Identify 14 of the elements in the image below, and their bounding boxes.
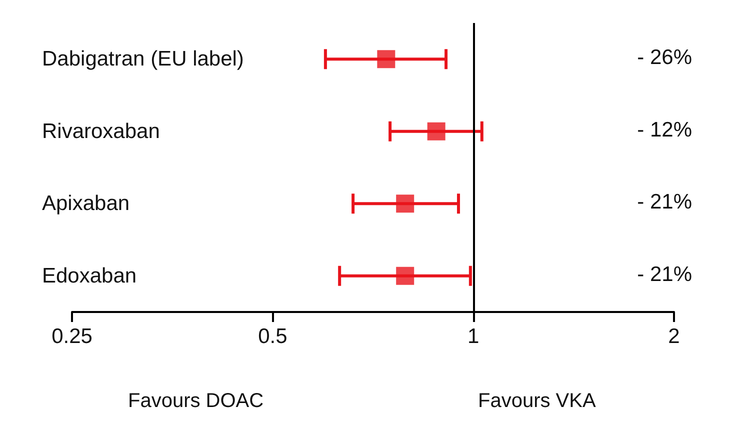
y-tick-label: Rivaroxaban (42, 120, 160, 143)
annotation: - 26% (637, 46, 692, 70)
annotation: - 21% (637, 190, 692, 214)
annotation: - 21% (637, 262, 692, 286)
text: Favours VKA (478, 390, 596, 412)
annotation: - 12% (637, 118, 692, 142)
x-tick-label: 1 (467, 325, 480, 348)
y-tick-label: Dabigatran (EU label) (42, 48, 244, 71)
x-tick-label: 0.5 (258, 325, 288, 348)
y-tick-label: Apixaban (42, 192, 130, 216)
x-tick-label: 2 (668, 325, 680, 348)
text: Favours DOAC (128, 390, 264, 412)
y-tick-label: Edoxaban (42, 264, 137, 288)
x-tick-label: 0.25 (52, 325, 92, 348)
